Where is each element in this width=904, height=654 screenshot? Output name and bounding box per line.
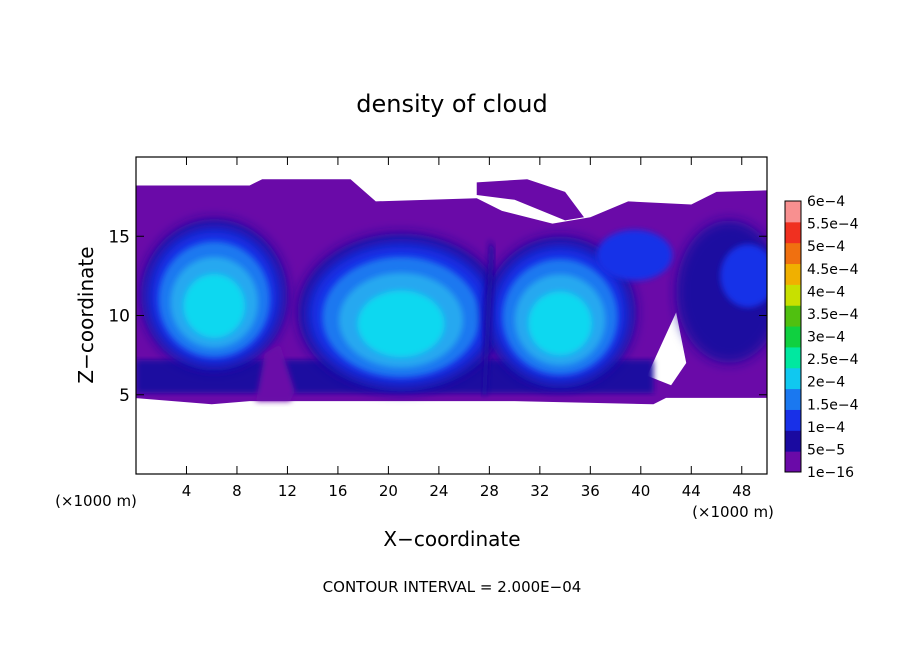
x-unit-left: (×1000 m) — [55, 492, 137, 510]
x-axis-label: X−coordinate — [383, 527, 520, 551]
cell-boundary — [481, 239, 495, 395]
right-anvil-cell — [596, 229, 673, 281]
colorbar-swatch — [785, 326, 801, 348]
colorbar-swatch — [785, 367, 801, 390]
colorbar-swatch — [785, 451, 801, 473]
x-axis-ticks: 4 8 12 16 20 24 28 32 36 40 44 48 — [182, 157, 751, 500]
y-axis-ticks: 5 10 15 — [108, 227, 767, 406]
x-tick-label: 28 — [480, 482, 499, 500]
y-tick-label: 5 — [119, 386, 130, 406]
left-cell-layer — [183, 273, 245, 338]
colorbar-swatch — [785, 409, 801, 431]
colorbar-swatch — [785, 430, 801, 452]
x-tick-label: 36 — [581, 482, 600, 500]
colorbar-label: 4e−4 — [807, 284, 845, 300]
y-axis-label: Z−coordinate — [74, 246, 98, 383]
colorbar-swatch — [785, 221, 801, 244]
colorbar-label: 5e−5 — [807, 442, 845, 458]
x-tick-label: 12 — [278, 482, 297, 500]
x-tick-label: 40 — [631, 482, 650, 500]
y-tick-label: 10 — [108, 307, 130, 327]
clear-air-gap — [647, 312, 687, 386]
colorbar-label: 3e−4 — [807, 330, 845, 346]
x-unit-right: (×1000 m) — [692, 503, 774, 521]
center-cell-layer — [357, 290, 445, 358]
colorbar-label: 6e−4 — [807, 194, 845, 210]
contour-interval-note: CONTOUR INTERVAL = 2.000E−04 — [323, 578, 582, 596]
lower-notch — [255, 344, 296, 402]
colorbar-label: 1.5e−4 — [807, 397, 859, 413]
colorbar-swatch — [785, 242, 801, 265]
x-tick-label: 4 — [182, 482, 192, 500]
colorbar-swatch — [785, 263, 801, 285]
chart-title: density of cloud — [356, 90, 547, 118]
upper-cloud-patch — [476, 179, 585, 221]
x-tick-label: 24 — [429, 482, 448, 500]
x-tick-label: 8 — [232, 482, 242, 500]
colorbar-label: 2.5e−4 — [807, 352, 859, 368]
colorbar-label: 2e−4 — [807, 375, 845, 391]
colorbar-swatch — [785, 305, 801, 327]
cloud-density-field — [136, 179, 767, 405]
colorbar-frame — [784, 200, 802, 473]
far-right-cell-core — [720, 244, 767, 308]
x-tick-label: 16 — [328, 482, 347, 500]
colorbar-label: 4.5e−4 — [807, 262, 859, 278]
x-tick-label: 32 — [530, 482, 549, 500]
colorbar-label: 5.5e−4 — [807, 217, 859, 233]
colorbar-swatch — [785, 346, 801, 369]
right-cell-layer — [528, 291, 592, 356]
x-tick-label: 48 — [732, 482, 751, 500]
colorbar-label: 5e−4 — [807, 239, 845, 255]
colorbar-label: 1e−16 — [807, 465, 854, 481]
x-tick-label: 20 — [379, 482, 398, 500]
colorbar-swatch — [785, 284, 801, 306]
y-tick-label: 15 — [108, 227, 130, 247]
colorbar-swatch — [785, 388, 801, 410]
colorbar-label: 1e−4 — [807, 420, 845, 436]
colorbar: 1e−16 5e−5 1e−4 1.5e−4 2e−4 2.5e−4 3e−4 3.5e−4 4… — [784, 194, 859, 481]
x-tick-label: 44 — [682, 482, 701, 500]
colorbar-swatch — [785, 201, 801, 223]
colorbar-label: 3.5e−4 — [807, 307, 859, 323]
